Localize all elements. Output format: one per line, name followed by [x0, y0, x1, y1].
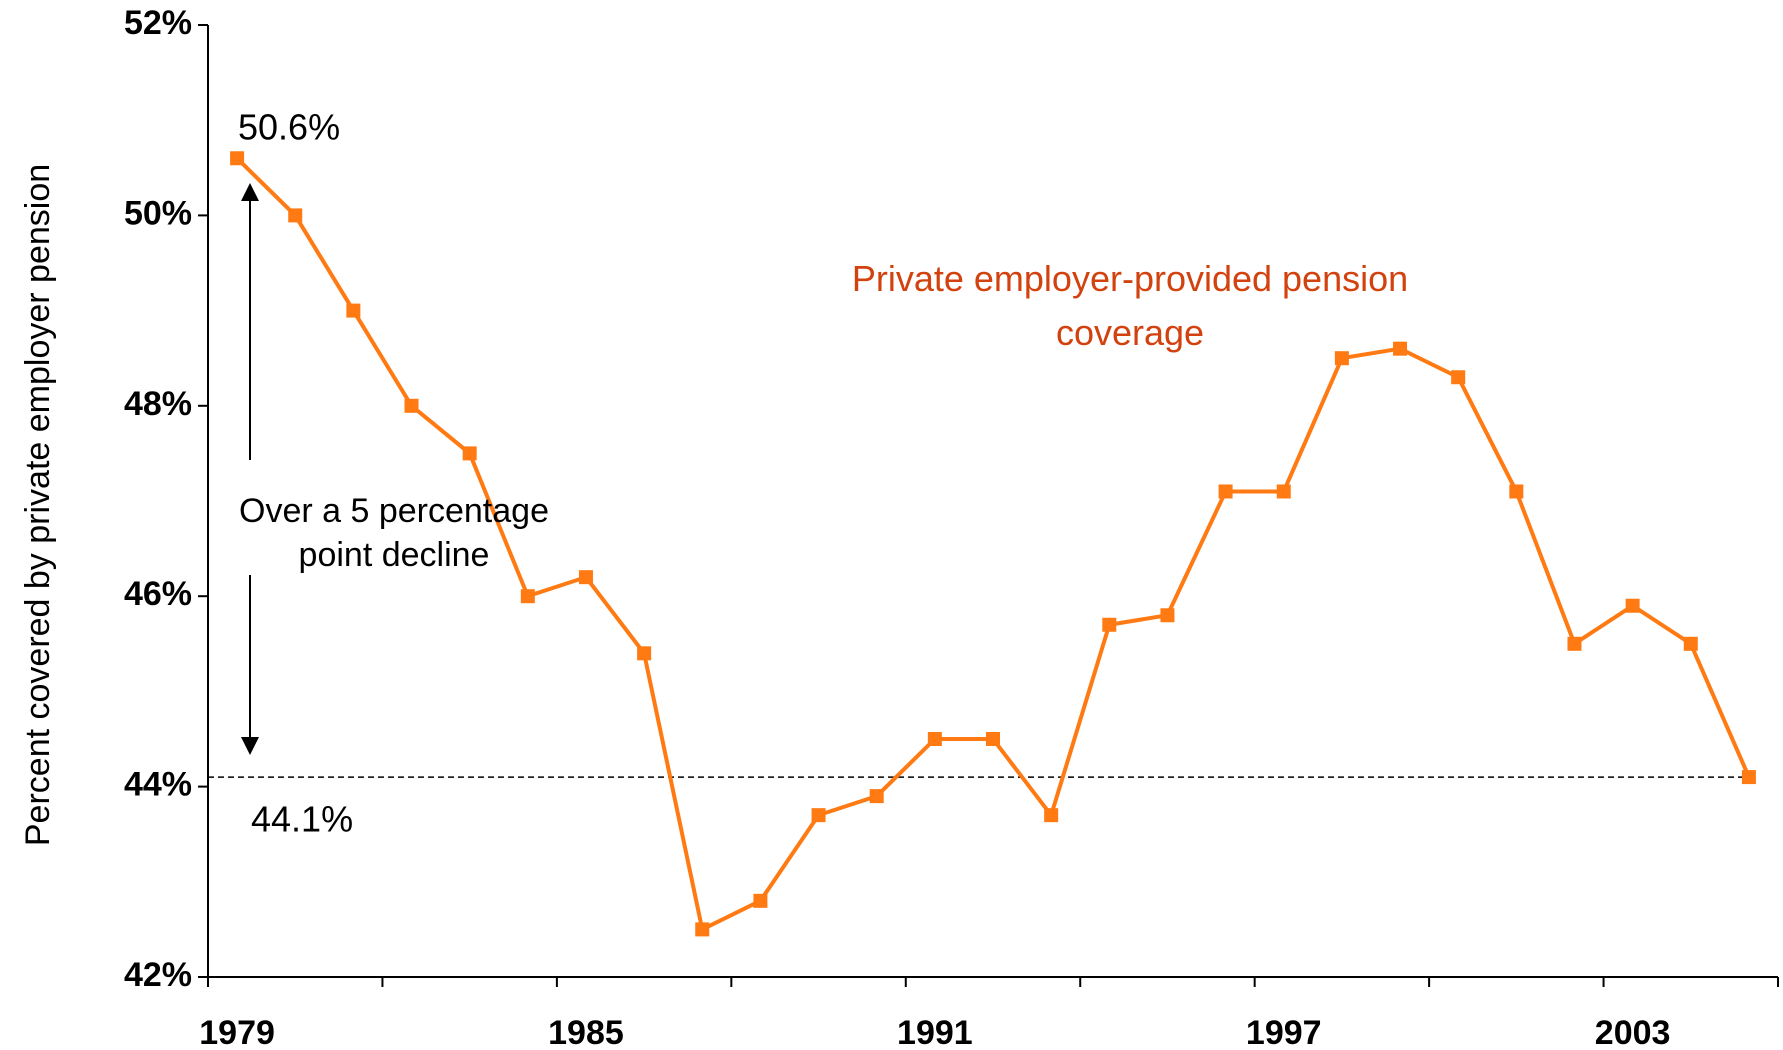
point-marker [1741, 770, 1756, 785]
point-marker [986, 732, 1000, 746]
point-marker [462, 446, 477, 461]
point-marker [404, 398, 419, 413]
annotation: 44.1% [251, 799, 353, 840]
y-tick-label: 46% [124, 575, 192, 613]
x-tick-label: 1997 [1246, 1014, 1322, 1050]
y-tick-label: 50% [124, 194, 192, 232]
point-marker [811, 808, 826, 823]
y-tick-label: 48% [124, 385, 192, 423]
point-marker [695, 922, 710, 937]
point-marker [1044, 808, 1059, 823]
point-marker [1451, 370, 1466, 385]
annotation: Over a 5 percentage point decline [239, 492, 549, 574]
point-marker [753, 893, 768, 908]
x-tick-label: 1979 [199, 1014, 275, 1050]
series-label: Private employer-provided pension covera… [851, 258, 1409, 353]
x-tick-label: 1985 [548, 1014, 624, 1050]
y-tick-label: 44% [124, 766, 192, 804]
point-marker [637, 646, 652, 661]
point-marker [578, 570, 593, 585]
point-marker [1276, 484, 1291, 499]
point-marker [230, 151, 245, 166]
point-marker [869, 789, 884, 804]
point-marker [520, 589, 535, 604]
annotation: 50.6% [238, 107, 340, 148]
point-marker [1102, 617, 1117, 632]
point-marker [1683, 636, 1698, 651]
x-tick-label: 2003 [1595, 1014, 1671, 1050]
point-marker [1509, 484, 1524, 499]
point-marker [1334, 351, 1349, 366]
point-marker [1625, 598, 1640, 613]
y-axis-label: Percent covered by private employer pens… [19, 164, 57, 846]
point-marker [1567, 636, 1582, 651]
point-marker [1160, 608, 1175, 623]
point-marker [1393, 341, 1408, 356]
y-tick-label: 52% [124, 4, 192, 42]
x-tick-label: 1991 [897, 1014, 973, 1050]
point-marker [288, 208, 303, 223]
point-marker [346, 303, 361, 318]
point-marker [1218, 484, 1233, 499]
point-marker [927, 732, 942, 746]
y-tick-label: 42% [124, 956, 192, 994]
